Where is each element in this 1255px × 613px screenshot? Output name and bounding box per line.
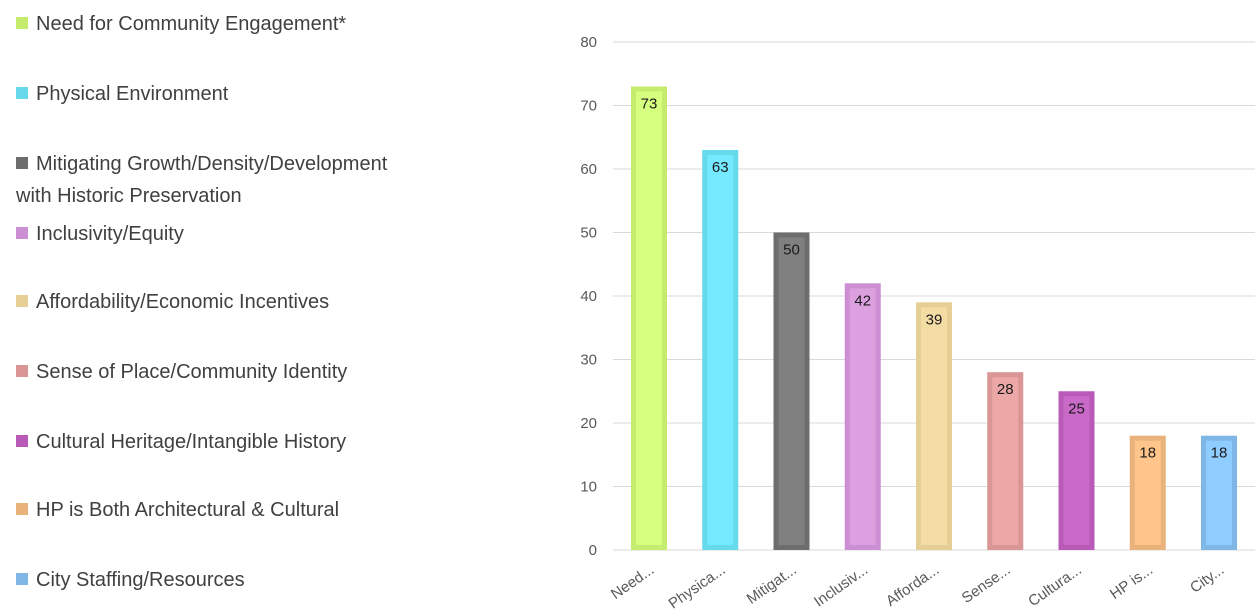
legend-swatch [16, 435, 28, 447]
legend-label: City Staffing/Resources [36, 569, 245, 591]
data-label: 63 [712, 159, 729, 176]
x-tick-label: Mitigat... [744, 561, 800, 607]
bar-inner [849, 288, 876, 545]
bar-inner [992, 377, 1019, 545]
y-tick-label: 30 [580, 352, 597, 369]
x-tick-label: HP is... [1107, 561, 1156, 603]
legend-label: Cultural Heritage/Intangible History [36, 431, 347, 453]
legend-item: Physical Environment [16, 78, 516, 110]
data-label: 42 [854, 292, 871, 309]
legend-swatch [16, 295, 28, 307]
legend-item: Affordability/Economic Incentives [16, 286, 516, 318]
legend-item: Sense of Place/Community Identity [16, 356, 516, 388]
legend-item: Inclusivity/Equity [16, 218, 516, 250]
legend-item: HP is Both Architectural & Cultural [16, 494, 516, 526]
y-tick-label: 70 [580, 98, 597, 115]
y-tick-label: 40 [580, 288, 597, 305]
x-tick-label: Cultura... [1025, 561, 1085, 610]
bar-inner [707, 154, 734, 545]
legend-item: Cultural Heritage/Intangible History [16, 426, 516, 458]
legend-label: Physical Environment [36, 83, 229, 105]
data-label: 50 [783, 242, 800, 259]
bar-inner [778, 237, 805, 545]
legend-swatch [16, 227, 28, 239]
legend-label: Affordability/Economic Incentives [36, 291, 330, 313]
x-tick-label: Sense... [959, 561, 1014, 606]
bar-inner [921, 307, 947, 545]
data-label: 73 [641, 95, 658, 112]
legend-swatch [16, 365, 28, 377]
chart-legend: Need for Community Engagement* Physical E… [16, 0, 536, 613]
legend-label: Sense of Place/Community Identity [36, 361, 348, 383]
x-tick-label: City... [1187, 561, 1227, 596]
data-label: 18 [1211, 445, 1228, 462]
data-label: 25 [1068, 400, 1085, 417]
x-tick-label: Inclusiv... [811, 561, 871, 610]
bar-inner [1063, 396, 1090, 545]
data-label: 18 [1139, 445, 1156, 462]
x-tick-label: Need... [608, 561, 657, 603]
y-tick-label: 80 [580, 34, 597, 51]
data-label: 28 [997, 381, 1014, 398]
legend-item: City Staffing/Resources [16, 564, 516, 596]
y-tick-label: 20 [580, 415, 597, 432]
legend-swatch [16, 17, 28, 29]
legend-label: Inclusivity/Equity [36, 223, 184, 245]
legend-label: HP is Both Architectural & Cultural [36, 499, 340, 521]
x-tick-label: Afforda... [883, 561, 942, 610]
legend-label: Mitigating Growth/Density/Development wi… [16, 153, 388, 207]
bar-inner [1206, 440, 1232, 545]
bar-inner [1134, 440, 1161, 545]
data-label: 39 [926, 311, 943, 328]
y-tick-label: 50 [580, 225, 597, 242]
x-tick-label: Physica... [666, 561, 729, 612]
bar-inner [636, 91, 662, 545]
y-tick-label: 0 [589, 542, 597, 559]
y-tick-label: 10 [580, 479, 597, 496]
legend-swatch [16, 157, 28, 169]
legend-item: Need for Community Engagement* [16, 8, 516, 40]
y-tick-label: 60 [580, 161, 597, 178]
legend-swatch [16, 503, 28, 515]
legend-swatch [16, 87, 28, 99]
legend-swatch [16, 573, 28, 585]
legend-label: Need for Community Engagement* [36, 13, 347, 35]
legend-item: Mitigating Growth/Density/Development wi… [16, 148, 516, 212]
